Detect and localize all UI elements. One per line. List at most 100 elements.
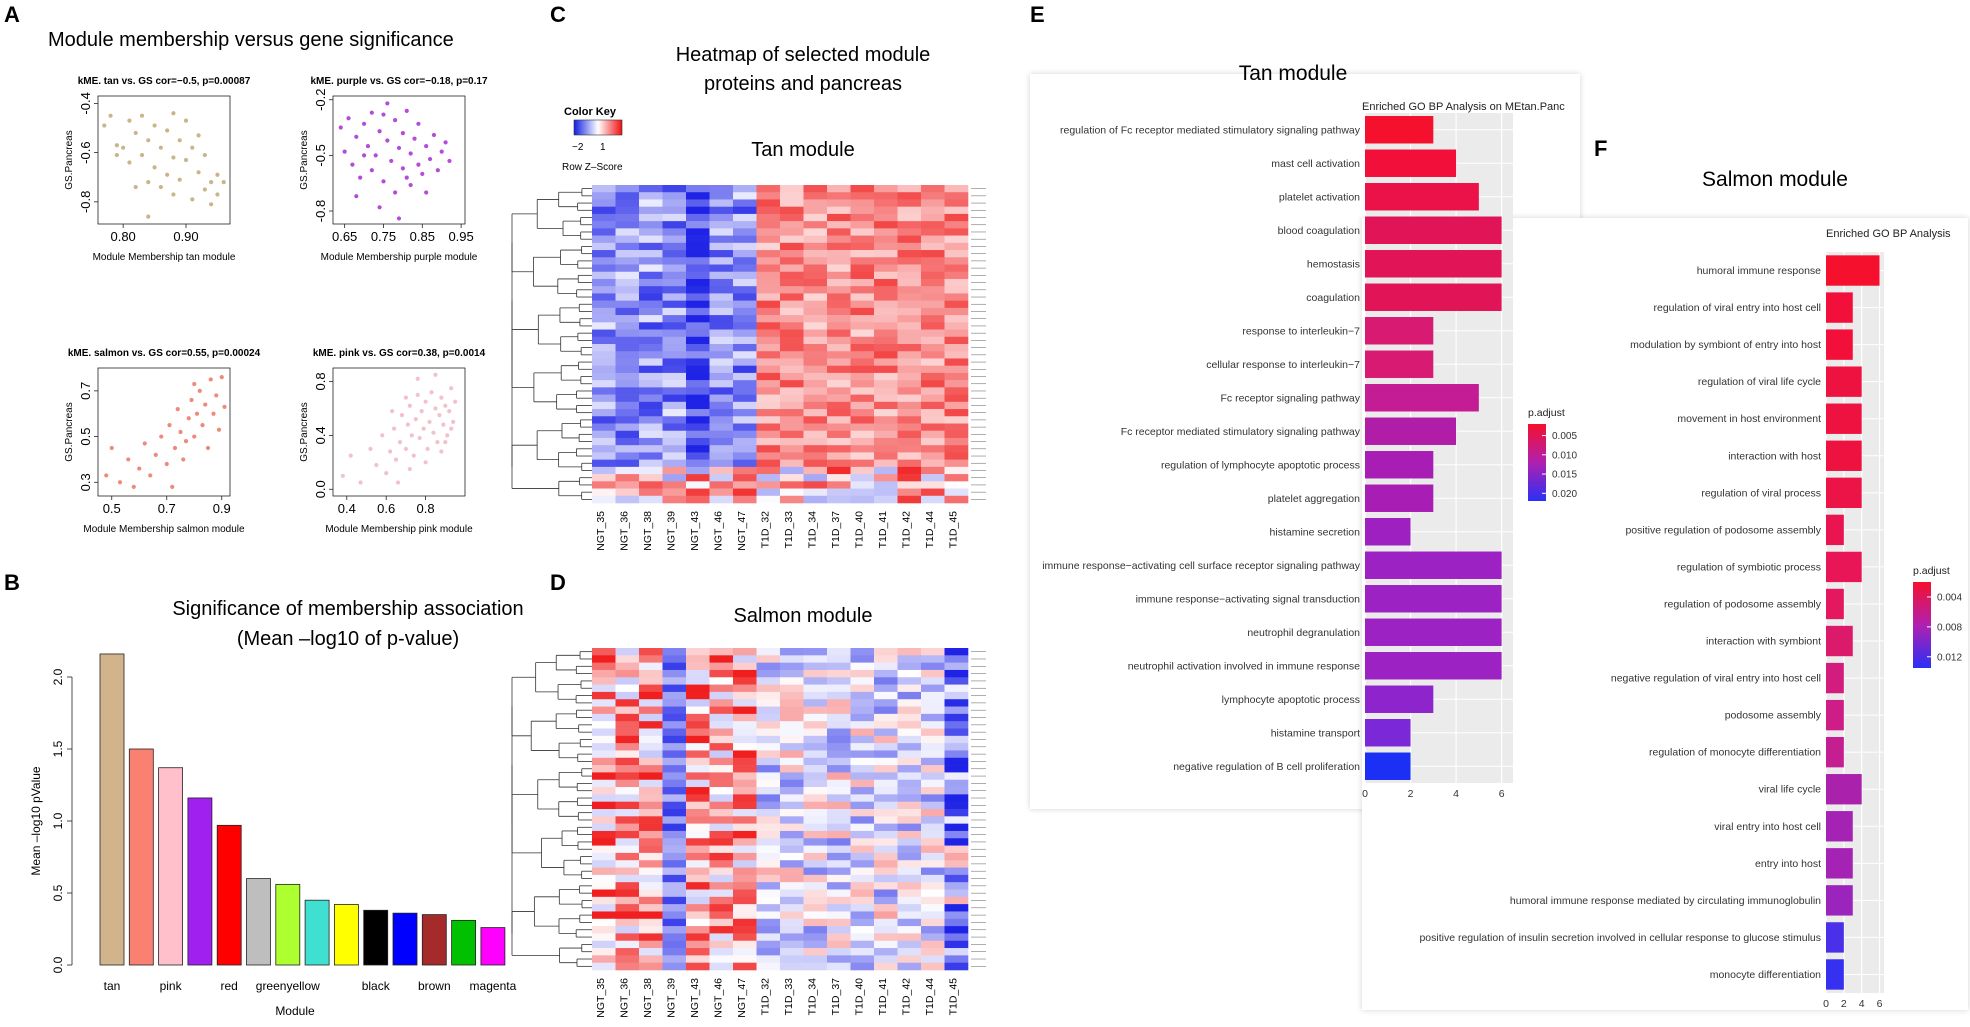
heatmap-cell bbox=[850, 365, 875, 374]
heatmap-cell bbox=[662, 250, 687, 258]
go-term-label: Fc receptor signaling pathway bbox=[1221, 392, 1361, 404]
scatter-point bbox=[177, 138, 182, 143]
scatter-point bbox=[170, 484, 175, 489]
heatmap-cell bbox=[803, 213, 828, 222]
heatmap-cell bbox=[709, 452, 734, 460]
scatter-point bbox=[338, 125, 343, 130]
heatmap-cell bbox=[662, 293, 687, 301]
go-bar bbox=[1826, 885, 1853, 916]
heatmap-cell bbox=[733, 896, 757, 905]
heatmap-cell bbox=[944, 387, 969, 395]
heatmap-cell bbox=[662, 889, 687, 898]
scatter-xlabel: Module Membership salmon module bbox=[83, 524, 245, 535]
heatmap-cell bbox=[803, 809, 828, 817]
scatter-point bbox=[196, 170, 201, 175]
heatmap-cell bbox=[803, 889, 828, 898]
column-label-NGT_39: NGT_39 bbox=[665, 978, 677, 1018]
heatmap-cell bbox=[686, 257, 710, 265]
heatmap-cell bbox=[639, 199, 663, 207]
scatter-point bbox=[439, 149, 444, 154]
heatmap-cell bbox=[709, 192, 734, 200]
heatmap-cell bbox=[733, 206, 757, 215]
heatmap-cell bbox=[803, 713, 828, 722]
heatmap-cell bbox=[662, 242, 687, 251]
heatmap-cell bbox=[662, 474, 687, 482]
heatmap-cell bbox=[639, 772, 663, 781]
heatmap-cell bbox=[850, 322, 875, 330]
heatmap-cell bbox=[733, 235, 757, 244]
go-bar bbox=[1826, 366, 1862, 397]
heatmap-cell bbox=[592, 830, 616, 839]
heatmap-cell bbox=[803, 699, 828, 707]
heatmap-cell bbox=[756, 801, 781, 810]
heatmap-cell bbox=[850, 481, 875, 489]
heatmap-cell bbox=[944, 430, 969, 439]
x-tick-label: 0.9 bbox=[213, 501, 231, 516]
color-key-gradient bbox=[573, 119, 623, 136]
heatmap-cell bbox=[803, 452, 828, 460]
heatmap-cell bbox=[944, 437, 969, 446]
heatmap-cell bbox=[686, 867, 710, 876]
heatmap-cell bbox=[756, 235, 781, 244]
heatmap-cell bbox=[874, 300, 898, 309]
scatter-point bbox=[431, 132, 437, 138]
heatmap-cell bbox=[921, 213, 945, 222]
go-bar bbox=[1365, 183, 1479, 211]
heatmap-cell bbox=[709, 728, 734, 737]
go-bar bbox=[1826, 440, 1862, 471]
heatmap-cell bbox=[780, 293, 804, 301]
heatmap-cell bbox=[897, 750, 922, 759]
bar-label-black: black bbox=[362, 979, 391, 993]
heatmap-cell bbox=[592, 199, 616, 207]
heatmap-cell bbox=[874, 286, 898, 294]
heatmap-cell bbox=[897, 699, 922, 707]
go-bar bbox=[1365, 149, 1457, 177]
heatmap-cell bbox=[615, 278, 640, 287]
heatmap-cell bbox=[780, 955, 804, 963]
scatter-point bbox=[397, 440, 403, 445]
scatter-point bbox=[200, 423, 205, 428]
heatmap-cell bbox=[733, 358, 757, 366]
heatmap-cell bbox=[944, 409, 969, 417]
heatmap-cell bbox=[592, 896, 616, 905]
heatmap-cell bbox=[662, 830, 687, 839]
heatmap-cell bbox=[780, 962, 804, 971]
heatmap-cell bbox=[709, 933, 734, 942]
heatmap-cell bbox=[733, 466, 757, 475]
heatmap-cell bbox=[874, 699, 898, 707]
heatmap-cell bbox=[709, 838, 734, 846]
heatmap-cell bbox=[592, 874, 616, 883]
heatmap-cell bbox=[850, 445, 875, 453]
heatmap-cell bbox=[615, 358, 640, 366]
heatmap-cell bbox=[639, 351, 663, 359]
heatmap-cell bbox=[803, 257, 828, 265]
heatmap-cell bbox=[780, 852, 804, 861]
bar-label-brown: brown bbox=[418, 979, 451, 993]
heatmap-cell bbox=[733, 409, 757, 417]
heatmap-cell bbox=[827, 401, 851, 410]
heatmap-cell bbox=[709, 474, 734, 482]
heatmap-cell bbox=[639, 394, 663, 403]
heatmap-cell bbox=[686, 221, 710, 229]
go-term-label: entry into host bbox=[1755, 858, 1821, 870]
heatmap-cell bbox=[827, 830, 851, 839]
x-tick-label: 0.85 bbox=[410, 229, 435, 244]
heatmap-cell bbox=[639, 962, 663, 971]
heatmap-cell bbox=[827, 474, 851, 482]
heatmap-cell bbox=[874, 933, 898, 942]
panel-f-title: Salmon module bbox=[1702, 168, 1848, 191]
heatmap-cell bbox=[944, 743, 969, 751]
heatmap-cell bbox=[615, 380, 640, 388]
scatter-point bbox=[192, 381, 197, 387]
heatmap-cell bbox=[615, 801, 640, 810]
heatmap-cell bbox=[944, 315, 969, 323]
heatmap-cell bbox=[756, 765, 781, 773]
heatmap-cell bbox=[709, 329, 734, 338]
heatmap-cell bbox=[662, 351, 687, 359]
heatmap-cell bbox=[756, 228, 781, 236]
heatmap-cell bbox=[897, 358, 922, 366]
heatmap-cell bbox=[733, 882, 757, 890]
heatmap-cell bbox=[897, 794, 922, 802]
heatmap-cell bbox=[921, 867, 945, 876]
heatmap-cell bbox=[827, 852, 851, 861]
